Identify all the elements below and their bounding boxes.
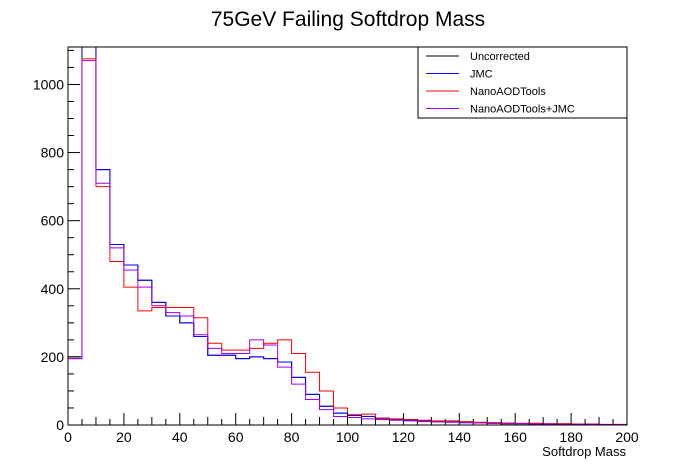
x-tick-label: 0	[64, 429, 72, 445]
x-tick-label: 120	[392, 429, 416, 445]
legend-entry-uncorrected: Uncorrected	[426, 51, 530, 63]
plot-area: 0 200 400 600 800 1000 0 20 40 60 80 100 120 140 160 1…	[33, 46, 639, 445]
y-tick-label: 800	[41, 145, 65, 161]
legend-label: NanoAODTools	[470, 86, 546, 98]
legend-label: NanoAODTools+JMC	[470, 104, 575, 116]
x-tick-label: 60	[228, 429, 244, 445]
y-tick-label: 200	[41, 349, 65, 365]
x-tick-label: 160	[504, 429, 528, 445]
chart-title: 75GeV Failing Softdrop Mass	[211, 8, 485, 31]
x-tick-label: 140	[448, 429, 472, 445]
y-tick-label: 1000	[33, 76, 64, 92]
x-tick-label: 80	[284, 429, 300, 445]
y-tick-label: 0	[56, 417, 64, 433]
x-tick-label: 200	[615, 429, 639, 445]
x-tick-label: 100	[336, 429, 360, 445]
x-tick-label: 40	[172, 429, 188, 445]
legend-items: Uncorrected JMC NanoAODTools NanoAODTools+J…	[426, 51, 575, 116]
legend-label: JMC	[470, 69, 493, 81]
y-axis: 0 200 400 600 800 1000	[33, 49, 80, 433]
x-axis: 0 20 40 60 80 100 120 140 160 180 200	[64, 413, 639, 445]
y-tick-label: 400	[41, 281, 65, 297]
legend-entry-nanoaodtools: NanoAODTools	[426, 86, 546, 98]
legend-box	[417, 46, 628, 119]
x-tick-label: 20	[116, 429, 132, 445]
legend-entry-nanoaodtools-jmc: NanoAODTools+JMC	[426, 104, 575, 116]
legend-label: Uncorrected	[470, 51, 530, 63]
y-tick-label: 600	[41, 213, 65, 229]
legend: Uncorrected JMC NanoAODTools NanoAODTools+J…	[417, 46, 628, 119]
x-tick-label: 180	[559, 429, 583, 445]
legend-entry-jmc: JMC	[426, 69, 493, 81]
x-axis-label: Softdrop Mass	[542, 444, 626, 459]
